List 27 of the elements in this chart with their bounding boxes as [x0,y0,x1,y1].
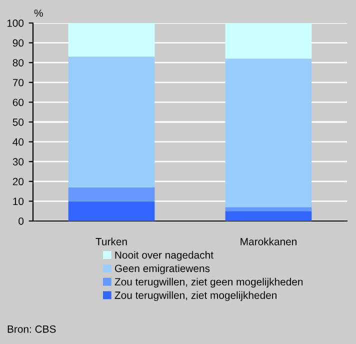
y-tick-label: 30 [12,158,24,166]
y-tick-label: 20 [12,178,24,186]
y-tick-label: 100 [7,20,24,27]
y-tick-label: 90 [12,39,24,47]
text: Bron: CBS [8,325,56,333]
y-tick-label: 70 [12,78,24,86]
bar [225,58,312,208]
y-tick-label: 80 [12,59,24,66]
x-tick-label: Turken [96,238,127,246]
bar [68,187,155,202]
x-tick-label: Marokkanen [240,238,296,246]
y-tick-label: 60 [12,98,24,106]
y-tick-label: 0 [18,218,24,225]
bar [68,56,155,188]
legend-label: Zou terugwillen, ziet geen mogelijkheden [114,278,303,288]
bar [225,23,312,59]
legend-label: Zou terugwillen, ziet mogelijkheden [114,291,276,301]
bar [68,201,155,221]
legend-label: Nooit over nagedacht [115,251,214,261]
y-tick-label: 10 [13,198,24,206]
y-tick-label: 40 [12,138,24,146]
legend-label: Geen emigratiewens [114,264,210,274]
y-axis-title: % [34,9,43,17]
bar [68,23,155,57]
bar [225,211,312,221]
bar [225,207,312,212]
y-tick-label: 50 [12,118,24,126]
